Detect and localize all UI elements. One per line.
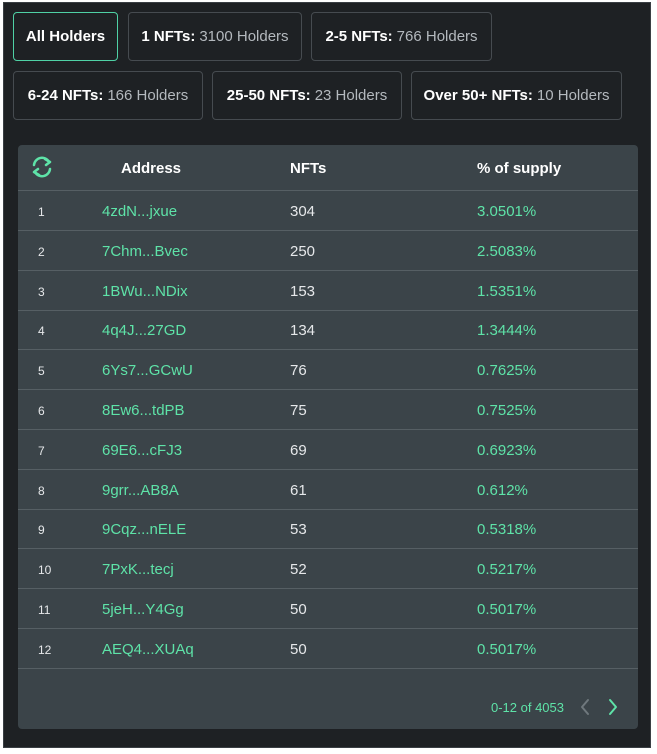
nfts-cell: 153 <box>290 282 316 300</box>
nfts-cell: 69 <box>290 441 307 459</box>
address-link[interactable]: 4q4J...27GD <box>102 322 187 340</box>
filter-count: 166 Holders <box>107 87 189 104</box>
address-link[interactable]: 69E6...cFJ3 <box>102 441 183 459</box>
supply-cell: 0.7525% <box>477 402 537 419</box>
nfts-cell: 134 <box>290 322 316 340</box>
holders-panel: All Holders 1 NFTs: 3100 Holders 2-5 NFT… <box>3 2 651 748</box>
address-link[interactable]: 8Ew6...tdPB <box>102 402 185 419</box>
filter-count: 3100 Holders <box>199 28 289 45</box>
address-link[interactable]: 1BWu...NDix <box>102 282 188 300</box>
supply-cell: 0.5017% <box>477 601 537 618</box>
chevron-right-icon[interactable] <box>602 696 624 718</box>
nfts-cell: 61 <box>290 481 307 499</box>
rank-cell: 7 <box>38 443 45 458</box>
table-row: 5 6Ys7...GCwU 76 0.7625% <box>18 350 638 391</box>
refresh-icon[interactable] <box>28 153 56 181</box>
holders-table: Address NFTs % of supply 1 4zdN...jxue 304… <box>18 145 638 729</box>
table-row: 6 8Ew6...tdPB 75 0.7525% <box>18 390 638 430</box>
rank-cell: 4 <box>38 324 45 339</box>
nfts-cell: 53 <box>290 521 307 539</box>
supply-cell: 3.0501% <box>477 203 537 220</box>
filter-label: 1 NFTs: <box>141 28 196 45</box>
filter-label: 2-5 NFTs: <box>325 28 393 45</box>
rank-cell: 1 <box>38 205 45 219</box>
supply-cell: 0.6923% <box>477 441 537 459</box>
pagination-range: 0-12 of 4053 <box>490 699 564 715</box>
table-header: Address NFTs % of supply <box>18 145 638 191</box>
chevron-left-icon[interactable] <box>574 696 596 718</box>
supply-cell: 0.612% <box>477 481 528 499</box>
table-row: 4 4q4J...27GD 134 1.3444% <box>18 310 638 351</box>
nfts-cell: 50 <box>290 640 307 658</box>
supply-cell: 0.5318% <box>477 521 537 539</box>
pagination: 0-12 of 4053 <box>491 695 624 719</box>
filter-count: 766 Holders <box>396 28 478 45</box>
supply-cell: 0.5217% <box>477 561 537 579</box>
rank-cell: 11 <box>38 603 51 617</box>
address-link[interactable]: 6Ys7...GCwU <box>102 362 193 380</box>
address-link[interactable]: 9Cqz...nELE <box>102 521 187 539</box>
supply-cell: 0.5017% <box>477 640 537 658</box>
address-link[interactable]: AEQ4...XUAq <box>102 640 194 658</box>
filter-count: 10 Holders <box>536 87 610 104</box>
column-header-nfts: NFTs <box>290 160 327 177</box>
supply-cell: 0.7625% <box>477 362 537 380</box>
filter-label: 6-24 NFTs: <box>27 87 104 104</box>
nfts-cell: 304 <box>290 203 316 220</box>
filter-label: All Holders <box>25 28 106 45</box>
column-header-supply: % of supply <box>477 160 562 177</box>
table-row: 12 AEQ4...XUAq 50 0.5017% <box>18 629 638 669</box>
address-link[interactable]: 7Chm...Bvec <box>102 242 188 260</box>
filter-2-5-nfts[interactable]: 2-5 NFTs: 766 Holders <box>311 12 492 61</box>
nfts-cell: 75 <box>290 402 307 419</box>
rank-cell: 8 <box>38 483 45 498</box>
table-row: 2 7Chm...Bvec 250 2.5083% <box>18 231 638 271</box>
table-row: 9 9Cqz...nELE 53 0.5318% <box>18 509 638 550</box>
rank-cell: 3 <box>38 284 45 299</box>
nfts-cell: 250 <box>290 242 316 260</box>
table-row: 11 5jeH...Y4Gg 50 0.5017% <box>18 589 638 629</box>
address-link[interactable]: 4zdN...jxue <box>102 203 178 220</box>
table-row: 7 69E6...cFJ3 69 0.6923% <box>18 430 638 470</box>
filter-count: 23 Holders <box>314 87 388 104</box>
filter-label: 25-50 NFTs: <box>226 87 311 104</box>
supply-cell: 1.3444% <box>477 322 537 340</box>
supply-cell: 1.5351% <box>477 282 537 300</box>
rank-cell: 6 <box>38 404 45 418</box>
address-link[interactable]: 7PxK...tecj <box>102 561 174 579</box>
filter-label: Over 50+ NFTs: <box>423 87 533 104</box>
filter-25-50-nfts[interactable]: 25-50 NFTs: 23 Holders <box>212 71 402 120</box>
address-link[interactable]: 5jeH...Y4Gg <box>102 601 184 618</box>
supply-cell: 2.5083% <box>477 242 537 260</box>
rank-cell: 5 <box>38 364 45 379</box>
table-row: 1 4zdN...jxue 304 3.0501% <box>18 191 638 231</box>
nfts-cell: 52 <box>290 561 307 579</box>
rank-cell: 9 <box>38 523 45 538</box>
filter-all-holders[interactable]: All Holders <box>13 12 118 61</box>
nfts-cell: 50 <box>290 601 307 618</box>
table-row: 10 7PxK...tecj 52 0.5217% <box>18 549 638 590</box>
filter-over-50-nfts[interactable]: Over 50+ NFTs: 10 Holders <box>411 71 622 120</box>
rank-cell: 10 <box>38 563 52 578</box>
filter-6-24-nfts[interactable]: 6-24 NFTs: 166 Holders <box>13 71 203 120</box>
table-row: 8 9grr...AB8A 61 0.612% <box>18 470 638 510</box>
table-row: 3 1BWu...NDix 153 1.5351% <box>18 271 638 311</box>
column-header-address: Address <box>121 160 182 177</box>
filter-1-nfts[interactable]: 1 NFTs: 3100 Holders <box>128 12 302 61</box>
address-link[interactable]: 9grr...AB8A <box>102 481 179 499</box>
rank-cell: 2 <box>38 244 45 259</box>
rank-cell: 12 <box>38 642 52 657</box>
nfts-cell: 76 <box>290 362 307 380</box>
